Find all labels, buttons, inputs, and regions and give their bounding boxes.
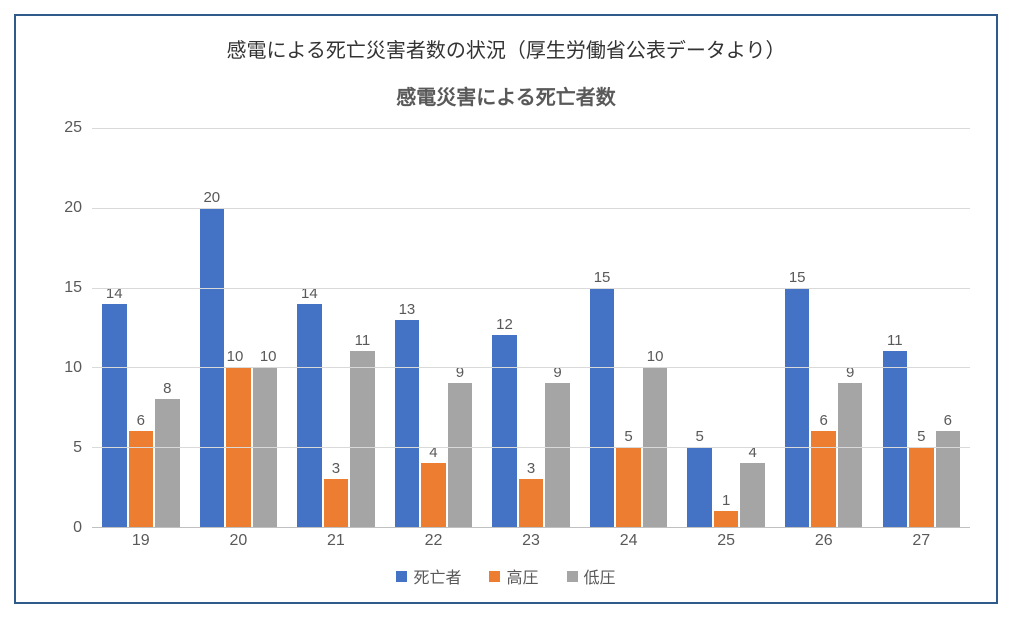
bar: 15 (590, 288, 615, 527)
legend-item: 高圧 (489, 564, 538, 588)
y-tick-label: 10 (64, 359, 82, 377)
bar: 4 (421, 463, 446, 527)
bar-value-label: 12 (496, 316, 513, 333)
x-tick-label: 22 (385, 528, 483, 558)
legend-swatch (567, 571, 578, 582)
bar: 9 (448, 383, 473, 527)
bar-value-label: 13 (399, 301, 416, 318)
bar-value-label: 3 (527, 460, 535, 477)
bar: 5 (687, 447, 712, 527)
y-tick-label: 25 (64, 119, 82, 137)
legend-label: 低圧 (584, 564, 616, 588)
bar-groups: 146820101014311134912391551051415691156 (92, 128, 970, 527)
bar: 8 (155, 399, 180, 527)
bar: 4 (740, 463, 765, 527)
x-tick-label: 20 (190, 528, 288, 558)
bar: 1 (714, 511, 739, 527)
bar: 3 (324, 479, 349, 527)
bar-value-label: 6 (137, 412, 145, 429)
x-tick-label: 21 (287, 528, 385, 558)
y-axis: 0510152025 (42, 128, 92, 528)
legend-label: 高圧 (506, 564, 538, 588)
bar-value-label: 15 (594, 269, 611, 286)
page-title: 感電による死亡災害者数の状況（厚生労働省公表データより） (42, 34, 970, 63)
bar-value-label: 1 (722, 492, 730, 509)
bar-value-label: 10 (227, 348, 244, 365)
bar-group: 1468 (92, 128, 190, 527)
bar-group: 20 10 10 (190, 128, 288, 527)
bar-group: 514 (677, 128, 775, 527)
bar-group: 1349 (385, 128, 483, 527)
plot: 146820101014311134912391551051415691156 (92, 128, 970, 528)
x-axis: 192021222324252627 (92, 528, 970, 558)
y-tick-label: 5 (73, 439, 82, 457)
bar: 6 (936, 431, 961, 527)
bar-value-label: 15 (789, 269, 806, 286)
bar-value-label: 11 (887, 332, 903, 349)
x-tick-label: 25 (677, 528, 775, 558)
bar: 11 (350, 351, 375, 527)
bar-group: 14311 (287, 128, 385, 527)
legend-swatch (396, 571, 407, 582)
outer-frame: 感電による死亡災害者数の状況（厚生労働省公表データより） 感電災害による死亡者数… (0, 0, 1012, 618)
x-tick-label: 27 (873, 528, 971, 558)
bar: 5 (909, 447, 934, 527)
legend-swatch (489, 571, 500, 582)
bar-value-label: 8 (163, 380, 171, 397)
legend-label: 死亡者 (413, 564, 461, 588)
y-tick-label: 0 (73, 519, 82, 537)
bar-value-label: 5 (917, 428, 925, 445)
gridline (92, 128, 970, 129)
bar-value-label: 10 (647, 348, 664, 365)
bar-value-label: 20 (203, 189, 220, 206)
bar: 6 (811, 431, 836, 527)
bar: 9 (838, 383, 863, 527)
bar-value-label: 3 (332, 460, 340, 477)
bar: 3 (519, 479, 544, 527)
x-tick-label: 26 (775, 528, 873, 558)
legend: 死亡者 高圧 低圧 (42, 564, 970, 588)
bar-value-label: 6 (820, 412, 828, 429)
legend-item: 死亡者 (396, 564, 461, 588)
gridline (92, 447, 970, 448)
bar: 13 (395, 320, 420, 527)
chart-title: 感電災害による死亡者数 (42, 81, 970, 110)
chart-card: 感電による死亡災害者数の状況（厚生労働省公表データより） 感電災害による死亡者数… (14, 14, 998, 604)
x-tick-label: 23 (482, 528, 580, 558)
gridline (92, 367, 970, 368)
bar: 12 (492, 335, 517, 527)
bar-value-label: 10 (260, 348, 277, 365)
bar: 6 (129, 431, 154, 527)
bar-value-label: 5 (695, 428, 703, 445)
bar-value-label: 5 (624, 428, 632, 445)
bar: 14 (297, 304, 322, 527)
gridline (92, 288, 970, 289)
bar: 14 (102, 304, 127, 527)
bar-group: 1156 (873, 128, 971, 527)
bar-group: 1569 (775, 128, 873, 527)
x-tick-label: 24 (580, 528, 678, 558)
x-tick-label: 19 (92, 528, 190, 558)
bar-group: 15510 (580, 128, 678, 527)
y-tick-label: 20 (64, 199, 82, 217)
gridline (92, 208, 970, 209)
bar: 5 (616, 447, 641, 527)
bar-group: 1239 (482, 128, 580, 527)
bar-value-label: 6 (944, 412, 952, 429)
legend-item: 低圧 (567, 564, 616, 588)
bar: 9 (545, 383, 570, 527)
bar-value-label: 11 (355, 332, 371, 349)
y-tick-label: 15 (64, 279, 82, 297)
bar: 15 (785, 288, 810, 527)
bar: 11 (883, 351, 908, 527)
plot-area: 0510152025 14682010101431113491239155105… (42, 128, 970, 588)
